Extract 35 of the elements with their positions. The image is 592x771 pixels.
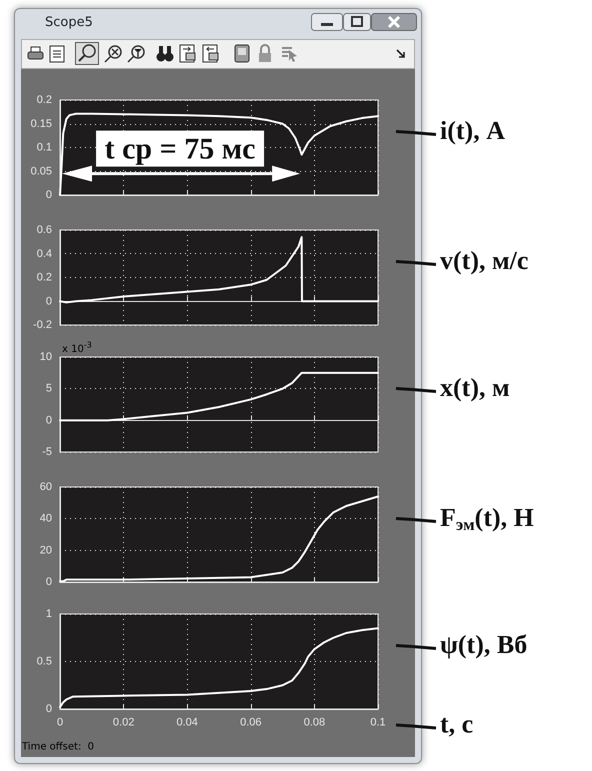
- x-tick-label: 0.02: [112, 716, 134, 728]
- y-tick-label: 5: [46, 382, 52, 395]
- y-tick-label: 0.2: [36, 94, 52, 106]
- y-tick-label: 0: [46, 576, 52, 588]
- y-axis-title: ψ(t), Вб: [440, 630, 528, 659]
- text: Time offset: 0: [21, 742, 94, 752]
- y-tick-label: 0.5: [36, 656, 52, 668]
- y-tick-label: 60: [40, 481, 52, 493]
- x-tick-label: 0.04: [176, 716, 198, 728]
- y-axis-title: v(t), м/с: [440, 246, 528, 275]
- y-tick-label: 1: [46, 608, 52, 620]
- y-tick-label: 0.05: [30, 165, 52, 178]
- y-tick-label: 20: [40, 544, 52, 556]
- y-tick-label: 0.4: [36, 248, 52, 260]
- y-axis-title: i(t), А: [440, 116, 506, 145]
- y-tick-label: 40: [40, 512, 52, 525]
- y-tick-label: 0.15: [30, 118, 52, 130]
- y-tick-label: 0.1: [36, 142, 52, 154]
- x-axis-title: t, с: [440, 710, 474, 738]
- chart-title: Scope5: [45, 15, 93, 30]
- x-tick-label: 0.1: [370, 716, 386, 728]
- y-tick-label: 10: [40, 351, 52, 363]
- y-axis-title: x(t), м: [440, 373, 510, 402]
- y-tick-label: 0.2: [36, 272, 52, 284]
- y-tick-label: 0: [46, 189, 52, 201]
- annotation: t ср = 75 мс: [104, 132, 256, 166]
- y-tick-label: 0: [46, 703, 52, 715]
- y-tick-label: 0: [46, 414, 52, 426]
- x-tick-label: 0: [56, 716, 64, 728]
- x-tick-label: 0.06: [240, 716, 262, 728]
- x-tick-label: 0.08: [304, 716, 326, 728]
- y-tick-label: -5: [42, 446, 52, 458]
- y-tick-label: 0.6: [36, 224, 52, 236]
- y-tick-label: 0: [46, 295, 52, 308]
- y-tick-label: -0.2: [33, 319, 52, 331]
